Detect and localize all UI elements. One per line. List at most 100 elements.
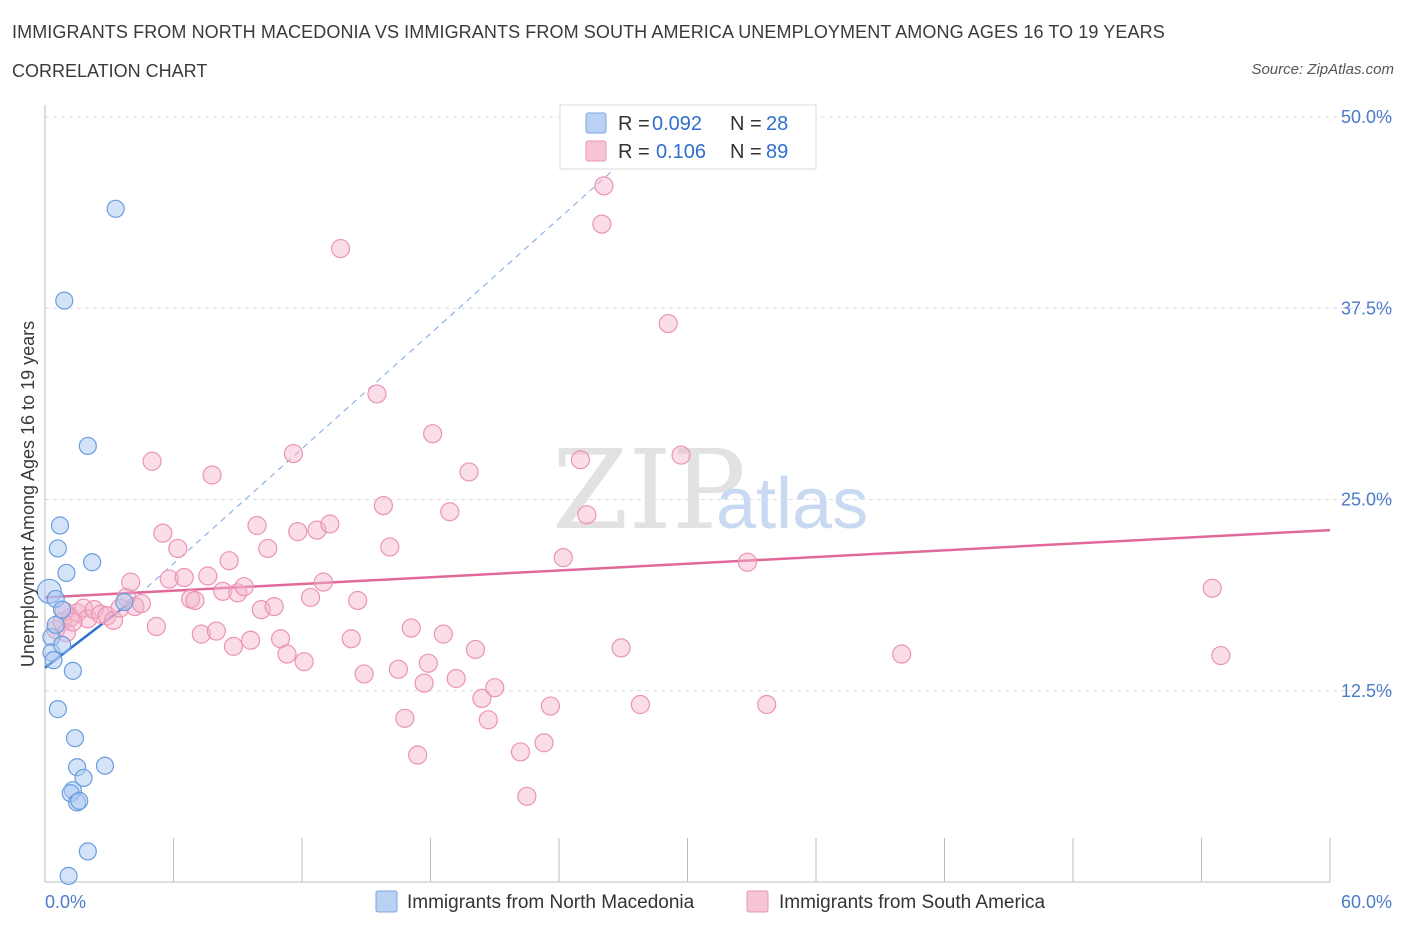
point-south-america-66: [472, 688, 492, 709]
point-south-america-53: [380, 537, 400, 557]
point-south-america-18: [153, 523, 173, 543]
point-north-macedonia-3: [44, 651, 63, 670]
point-south-america-23: [185, 590, 205, 611]
point-south-america-73: [553, 548, 573, 568]
point-south-america-10: [103, 610, 124, 630]
point-south-america-80: [658, 313, 678, 334]
point-south-america-54: [388, 659, 408, 679]
point-south-america-70: [517, 786, 537, 806]
point-south-america-72: [540, 696, 561, 716]
point-south-america-85: [1202, 578, 1222, 598]
point-south-america-65: [465, 639, 486, 660]
data-points: [36, 176, 1231, 885]
point-south-america-67: [478, 710, 498, 730]
chart-subtitle: CORRELATION CHART: [12, 61, 208, 81]
x-tick-label-min: 0.0%: [45, 892, 86, 912]
y-tick-label-0: 12.5%: [1341, 681, 1392, 701]
point-south-america-24: [191, 624, 211, 644]
legend-r-label-2: R =: [618, 141, 650, 163]
point-south-america-81: [671, 445, 691, 465]
point-south-america-74: [570, 450, 591, 470]
point-south-america-51: [367, 384, 387, 404]
trend-extension-north-macedonia: [130, 131, 656, 603]
point-south-america-64: [459, 462, 479, 482]
point-south-america-47: [330, 238, 351, 259]
point-south-america-58: [414, 673, 434, 693]
legend-n-value-2: 89: [766, 141, 788, 163]
point-south-america-84: [892, 644, 912, 664]
point-south-america-78: [611, 638, 631, 658]
point-north-macedonia-14: [65, 729, 85, 748]
point-north-macedonia-13: [63, 661, 82, 680]
point-south-america-69: [510, 742, 531, 762]
point-south-america-56: [401, 618, 421, 638]
bottom-legend-swatch-pink: [746, 890, 769, 913]
point-south-america-83: [757, 694, 777, 715]
source-label: Source: ZipAtlas.com: [1251, 61, 1394, 78]
point-south-america-86: [1211, 645, 1231, 666]
chart-title: IMMIGRANTS FROM NORTH MACEDONIA VS IMMIG…: [12, 22, 1165, 42]
point-north-macedonia-24: [83, 553, 102, 572]
point-north-macedonia-23: [78, 436, 97, 456]
point-south-america-77: [592, 214, 612, 234]
point-south-america-29: [219, 551, 239, 571]
point-north-macedonia-10: [55, 291, 74, 310]
y-tick-labels: 12.5% 25.0% 37.5% 50.0%: [1341, 107, 1392, 701]
point-south-america-48: [341, 629, 361, 649]
legend-n-label-1: N =: [730, 113, 762, 135]
point-south-america-75: [577, 505, 597, 525]
point-north-macedonia-25: [95, 756, 115, 775]
legend-n-value-1: 28: [766, 113, 788, 135]
point-south-america-20: [168, 538, 188, 559]
bottom-legend-swatch-blue: [375, 890, 398, 913]
x-tick-label-max: 60.0%: [1341, 892, 1392, 912]
point-south-america-30: [223, 636, 244, 656]
point-south-america-60: [423, 424, 443, 444]
watermark-atlas: atlas: [716, 464, 868, 544]
point-south-america-28: [213, 581, 233, 601]
point-north-macedonia-20: [74, 768, 93, 788]
point-south-america-59: [418, 653, 438, 673]
point-south-america-19: [159, 569, 179, 589]
point-south-america-21: [174, 567, 194, 588]
point-north-macedonia-12: [48, 700, 67, 719]
y-tick-label-1: 25.0%: [1341, 490, 1392, 510]
legend-r-label-1: R =: [618, 113, 650, 135]
point-south-america-32: [234, 577, 254, 597]
legend-r-value-2: 0.106: [656, 141, 706, 163]
point-south-america-17: [146, 616, 166, 637]
bottom-legend-label-1: Immigrants from North Macedonia: [407, 892, 695, 913]
point-north-macedonia-8: [53, 600, 72, 619]
legend-swatch-blue: [585, 112, 607, 134]
legend-n-label-2: N =: [730, 141, 762, 163]
y-tick-label-3: 50.0%: [1341, 107, 1392, 127]
legend-r-value-1: 0.092: [652, 113, 702, 135]
y-axis-label: Unemployment Among Ages 16 to 19 years: [18, 321, 38, 667]
point-south-america-46: [320, 514, 340, 534]
point-south-america-41: [288, 522, 308, 542]
axes: [44, 105, 1331, 883]
point-south-america-82: [737, 552, 758, 572]
point-south-america-57: [408, 745, 428, 765]
point-south-america-50: [354, 664, 374, 684]
point-south-america-43: [300, 587, 321, 608]
point-north-macedonia-26: [106, 199, 125, 218]
point-south-america-33: [241, 630, 261, 650]
point-south-america-61: [433, 624, 453, 644]
point-north-macedonia-4: [46, 615, 65, 635]
watermark: ZIP atlas: [552, 426, 868, 554]
point-north-macedonia-9: [53, 635, 72, 654]
point-south-america-52: [373, 496, 393, 516]
point-south-america-68: [485, 678, 505, 698]
point-south-america-63: [446, 668, 466, 689]
point-south-america-55: [395, 708, 415, 728]
point-south-america-13: [121, 572, 141, 592]
point-south-america-79: [630, 694, 650, 715]
grid-lines: [45, 116, 1392, 692]
legend-swatch-pink: [585, 140, 607, 162]
point-south-america-49: [348, 590, 368, 611]
point-south-america-71: [534, 733, 554, 753]
point-south-america-76: [594, 176, 614, 196]
point-north-macedonia-7: [50, 516, 70, 535]
